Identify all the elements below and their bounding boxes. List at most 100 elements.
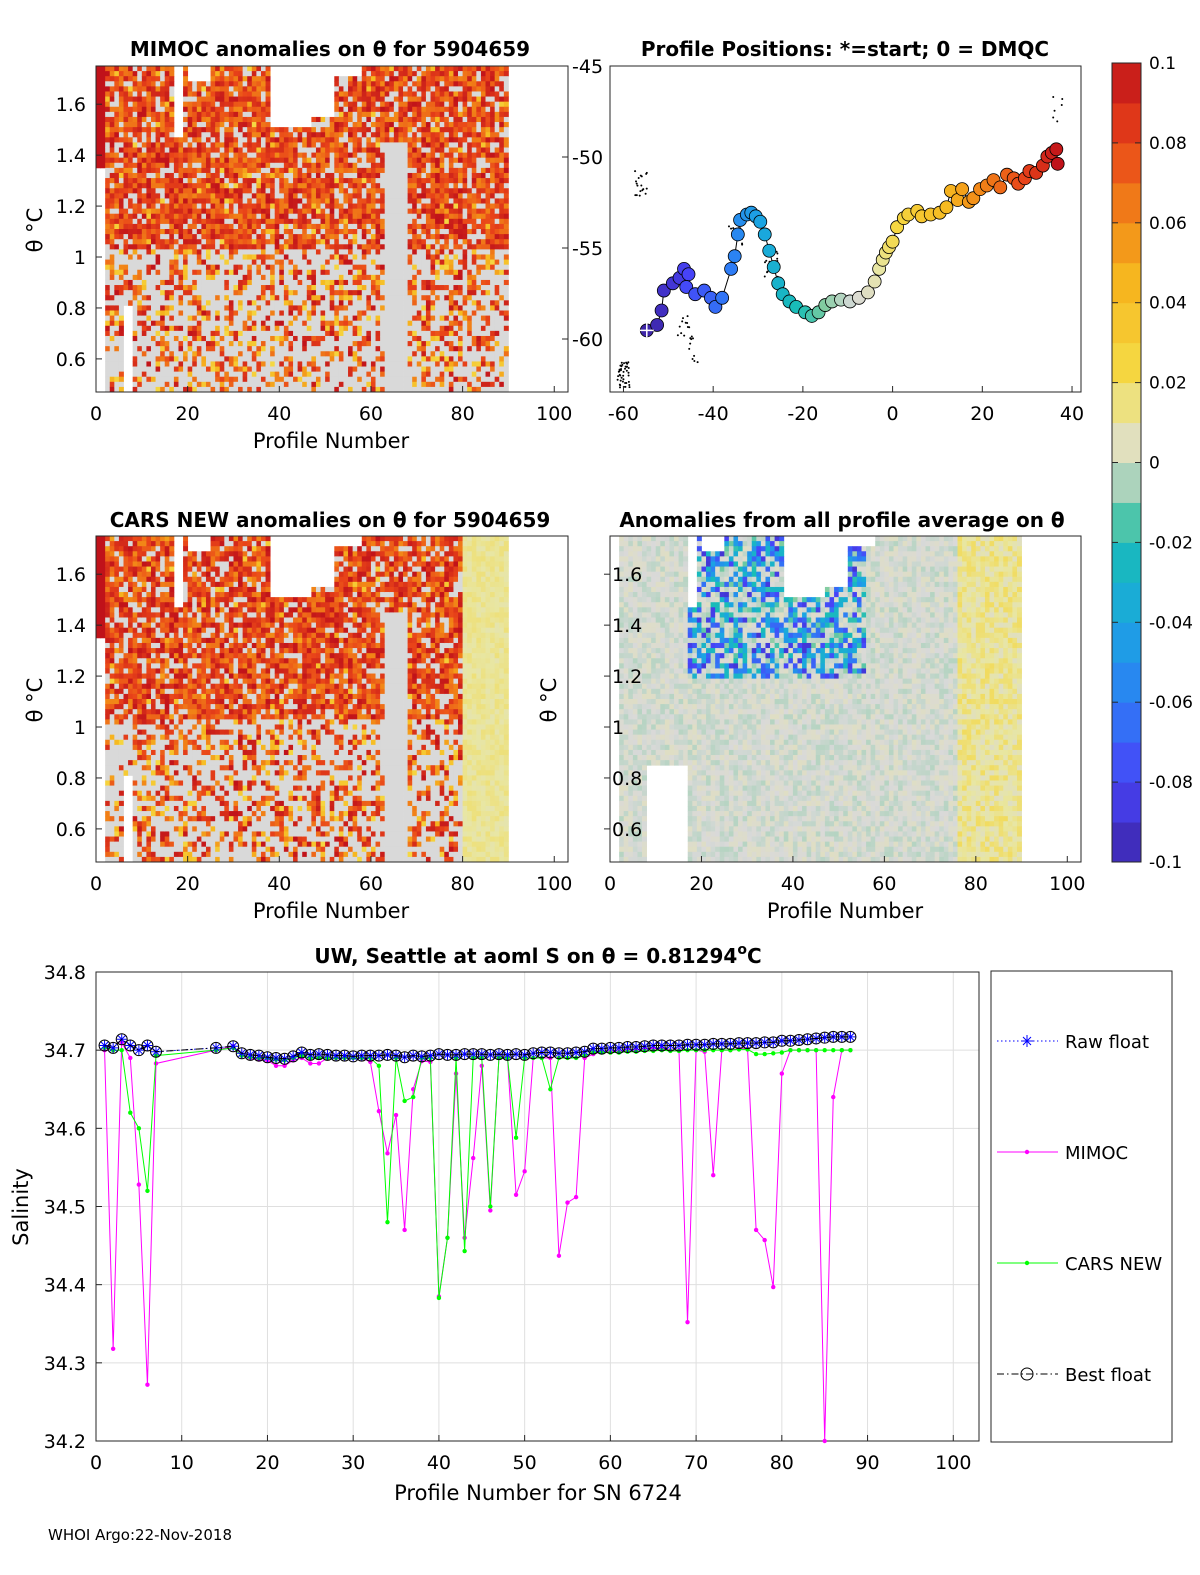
heatmap-cell: [160, 351, 166, 357]
heatmap-cell: [329, 223, 335, 230]
heatmap-cell: [155, 76, 161, 82]
heatmap-cell: [343, 310, 349, 316]
heatmap-cell: [403, 366, 409, 373]
heatmap-cell: [380, 147, 386, 153]
heatmap-cell: [375, 346, 381, 352]
heatmap-cell: [150, 218, 156, 225]
heatmap-cell: [183, 127, 189, 133]
heatmap-cell: [251, 356, 257, 362]
heatmap-cell: [302, 137, 308, 143]
heatmap-cell: [439, 259, 445, 266]
heatmap-cell: [306, 152, 312, 159]
heatmap-cell: [471, 223, 477, 230]
heatmap-cell: [412, 198, 418, 204]
heatmap-cell: [242, 269, 248, 276]
heatmap-cell: [306, 218, 312, 225]
heatmap-cell: [453, 218, 459, 225]
heatmap-cell: [444, 239, 450, 245]
heatmap-cell: [146, 111, 152, 118]
heatmap-cell: [407, 142, 413, 148]
heatmap-cell: [100, 132, 106, 138]
heatmap-cell: [306, 198, 312, 204]
heatmap-cell: [137, 193, 143, 199]
heatmap-cell: [448, 81, 454, 87]
heatmap-cell: [183, 330, 189, 337]
heatmap-cell: [421, 254, 427, 260]
heatmap-cell: [114, 66, 120, 72]
heatmap-cell: [306, 346, 312, 352]
heatmap-cell: [114, 203, 120, 210]
heatmap-cell: [187, 188, 193, 194]
heatmap-cell: [210, 193, 216, 199]
heatmap-cell: [178, 305, 184, 311]
heatmap-cell: [338, 381, 344, 388]
heatmap-cell: [380, 310, 386, 316]
heatmap-cell: [315, 279, 321, 286]
heatmap-cell: [137, 213, 143, 220]
heatmap-cell: [173, 320, 179, 327]
heatmap-cell: [444, 361, 450, 367]
heatmap-cell: [366, 203, 372, 210]
heatmap-cell: [357, 254, 363, 260]
heatmap-cell: [471, 285, 477, 291]
heatmap-cell: [393, 208, 399, 215]
heatmap-cell: [462, 71, 468, 77]
heatmap-cell: [439, 188, 445, 194]
heatmap-cell: [150, 300, 156, 306]
heatmap-cell: [132, 264, 138, 271]
heatmap-cell: [160, 81, 166, 87]
heatmap-cell: [224, 361, 230, 367]
heatmap-cell: [146, 295, 152, 301]
heatmap-cell: [458, 152, 464, 159]
heatmap-cell: [343, 157, 349, 164]
heatmap-cell: [320, 249, 326, 255]
heatmap-cell: [357, 172, 363, 179]
heatmap-cell: [306, 315, 312, 322]
heatmap-cell: [215, 290, 221, 296]
heatmap-cell: [265, 71, 271, 77]
heatmap-cell: [462, 269, 468, 276]
heatmap-cell: [251, 386, 257, 393]
heatmap-cell: [375, 213, 381, 220]
heatmap-cell: [233, 162, 239, 169]
heatmap-cell: [439, 325, 445, 332]
heatmap-cell: [320, 193, 326, 199]
heatmap-cell: [471, 330, 477, 337]
heatmap-cell: [380, 127, 386, 133]
heatmap-cell: [169, 300, 175, 306]
heatmap-cell: [196, 183, 202, 189]
heatmap-cell: [265, 346, 271, 352]
heatmap-cell: [325, 341, 331, 347]
heatmap-cell: [109, 127, 115, 133]
heatmap-cell: [288, 325, 294, 332]
heatmap-cell: [283, 300, 289, 306]
heatmap-cell: [205, 335, 211, 342]
heatmap-cell: [123, 218, 129, 225]
heatmap-cell: [219, 290, 225, 296]
heatmap-cell: [265, 172, 271, 179]
heatmap-cell: [270, 162, 276, 169]
heatmap-cell: [435, 91, 441, 97]
heatmap-cell: [215, 91, 221, 97]
heatmap-cell: [425, 300, 431, 306]
heatmap-cell: [173, 167, 179, 174]
heatmap-cell: [233, 193, 239, 199]
heatmap-cell: [343, 147, 349, 153]
heatmap-cell: [192, 371, 198, 378]
heatmap-cell: [352, 229, 358, 235]
heatmap-cell: [380, 254, 386, 260]
heatmap-cell: [210, 111, 216, 118]
heatmap-cell: [114, 218, 120, 225]
heatmap-cell: [361, 137, 367, 143]
heatmap-cell: [444, 351, 450, 357]
heatmap-cell: [425, 157, 431, 164]
heatmap-cell: [416, 167, 422, 174]
heatmap-cell: [453, 208, 459, 215]
heatmap-cell: [329, 310, 335, 316]
heatmap-cell: [375, 106, 381, 113]
heatmap-cell: [141, 101, 147, 108]
heatmap-cell: [458, 218, 464, 225]
heatmap-cell: [224, 213, 230, 220]
heatmap-cell: [114, 162, 120, 169]
heatmap-cell: [270, 142, 276, 148]
